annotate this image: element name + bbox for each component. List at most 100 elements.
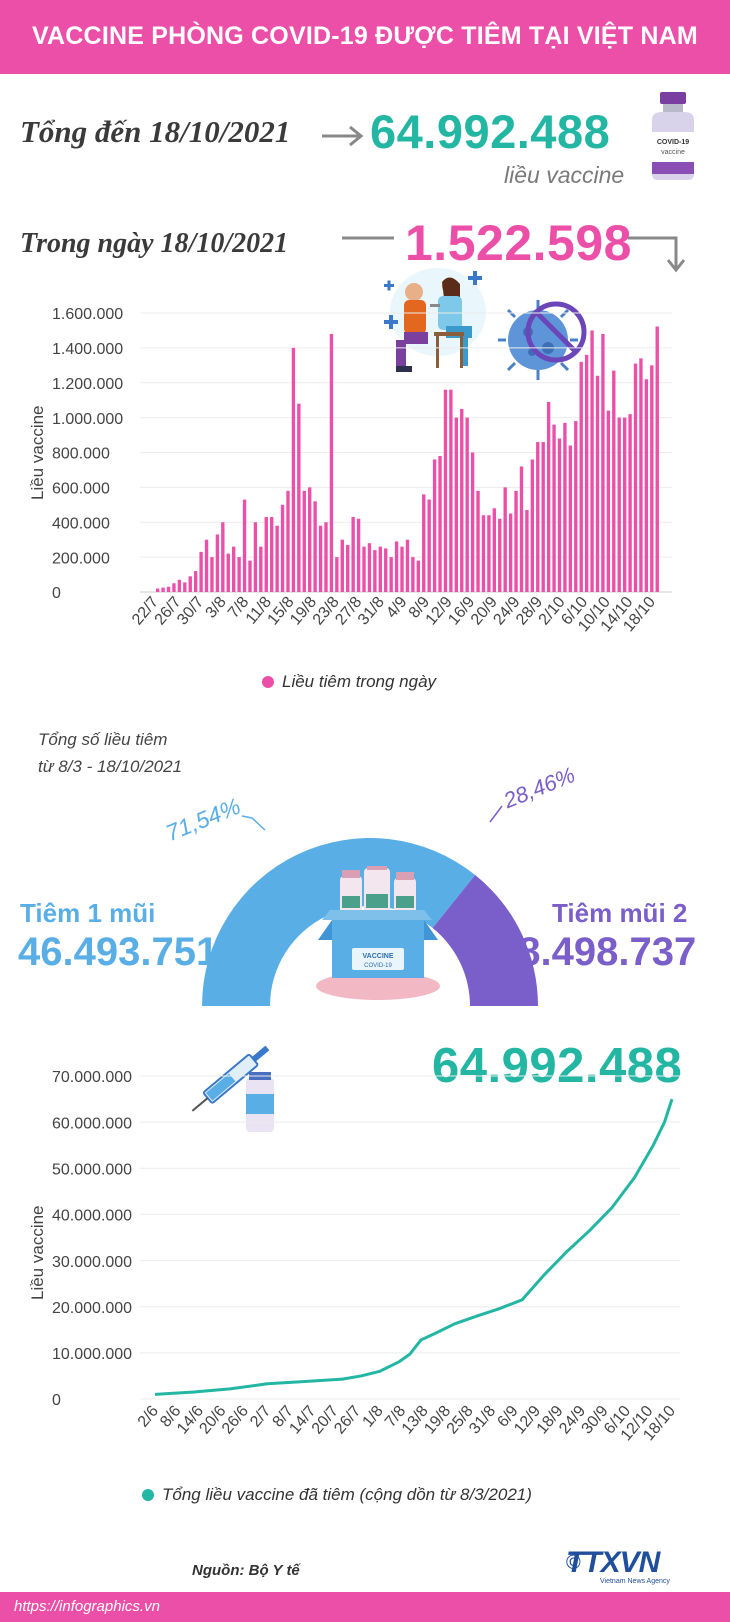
- bar: [166, 586, 171, 592]
- bar: [503, 487, 507, 592]
- bar: [568, 445, 573, 592]
- line-ytick-label: 30.000.000: [52, 1254, 132, 1271]
- syringe-vial-illustration: [191, 1045, 274, 1132]
- bar: [199, 551, 203, 592]
- day-label: Trong ngày 18/10/2021: [20, 228, 289, 259]
- line-xtick-label: 2/7: [247, 1403, 274, 1431]
- vaccine-box-illustration: VACCINE COVID-19: [316, 866, 440, 1000]
- bar: [329, 333, 334, 592]
- bar: [253, 522, 258, 592]
- bar: [405, 539, 410, 592]
- bar: [384, 548, 388, 592]
- bar: [644, 379, 649, 592]
- bar: [177, 579, 182, 592]
- bar: [546, 401, 551, 592]
- cumulative-doses-line-chart: 0 10.000.000 20.000.000 30.000.000 40.000.00…: [52, 1069, 680, 1444]
- bar-ytick-label: 600.000: [52, 481, 110, 498]
- bar: [324, 522, 328, 592]
- bar: [606, 410, 611, 592]
- bar: [155, 588, 160, 592]
- bar: [362, 546, 366, 592]
- line-ytick-label: 50.000.000: [52, 1162, 132, 1179]
- bar: [612, 370, 616, 592]
- bar: [650, 365, 654, 592]
- dose1-leader-line: [241, 815, 266, 831]
- bar: [340, 539, 344, 592]
- bar: [563, 422, 567, 592]
- dose2-leader-line: [489, 805, 503, 823]
- bar: [481, 515, 486, 592]
- bar: [188, 576, 192, 592]
- bar: [487, 515, 491, 592]
- bar: [601, 333, 605, 592]
- bar: [639, 358, 643, 592]
- dose1-label: Tiêm 1 mũi: [20, 898, 156, 928]
- bar: [237, 557, 241, 592]
- line-ytick-label: 70.000.000: [52, 1069, 132, 1086]
- bar: [183, 582, 187, 592]
- day-value: 1.522.598: [405, 215, 632, 271]
- bar: [617, 417, 621, 592]
- bar: [508, 513, 513, 592]
- line-chart-legend: Tổng liều vaccine đã tiêm (cộng dồn từ 8…: [142, 1485, 532, 1505]
- bar: [221, 522, 225, 592]
- bar: [584, 354, 589, 592]
- bar: [449, 389, 453, 592]
- bar-ytick-label: 0: [52, 585, 61, 602]
- total-value: 64.992.488: [370, 105, 611, 158]
- arrow-right-icon: [322, 125, 364, 147]
- virus-prohibited-icon: [498, 300, 587, 380]
- bar: [302, 490, 306, 592]
- bar: [172, 583, 176, 592]
- line-xtick-label: 2/6: [135, 1403, 162, 1431]
- footer-link[interactable]: https://infographics.vn: [14, 1598, 160, 1615]
- donut-caption-line1: Tổng số liều tiêm: [38, 730, 168, 749]
- bar-ytick-label: 200.000: [52, 550, 110, 567]
- bar: [231, 546, 236, 592]
- bar: [259, 546, 263, 592]
- bar: [389, 557, 393, 592]
- line-xtick-label: 1/8: [360, 1403, 387, 1431]
- brand-subtitle: Vietnam News Agency: [600, 1578, 670, 1585]
- bar: [400, 546, 404, 592]
- bar: [346, 544, 350, 592]
- bar: [248, 560, 252, 592]
- vial-label-line1: COVID-19: [657, 139, 689, 146]
- bar-ytick-label: 1.200.000: [52, 376, 123, 393]
- legend-dot-pink: [262, 676, 274, 688]
- bar: [514, 490, 518, 592]
- bar: [313, 501, 317, 592]
- bar: [297, 403, 301, 592]
- bar: [411, 557, 415, 592]
- bar: [519, 466, 524, 592]
- bar: [394, 541, 399, 592]
- bar: [622, 417, 627, 592]
- vaccine-vial-icon: COVID-19 vaccine: [652, 92, 694, 180]
- bar: [476, 490, 480, 592]
- donut-slice: [432, 875, 538, 1006]
- bar: [454, 417, 458, 592]
- legend-dot-teal: [142, 1489, 154, 1501]
- bar-xtick-label: 4/9: [383, 594, 410, 622]
- bar: [460, 408, 464, 592]
- donut-caption-line2: từ 8/3 - 18/10/2021: [38, 757, 183, 776]
- bar: [536, 442, 540, 592]
- daily-doses-bar-chart: 0 200.000 400.000 600.000 800.000 1.000.000 1.…: [52, 306, 672, 635]
- bar-ytick-label: 800.000: [52, 446, 110, 463]
- vial-label-line2: vaccine: [661, 149, 685, 156]
- bar: [378, 546, 382, 592]
- bar: [367, 543, 372, 592]
- bar: [465, 417, 469, 592]
- bar: [275, 525, 279, 592]
- bar: [264, 517, 268, 592]
- bar: [335, 557, 339, 592]
- bar-chart-legend-label: Liều tiêm trong ngày: [282, 672, 437, 691]
- vaccination-illustration: [384, 268, 486, 372]
- bar: [215, 534, 220, 592]
- bar: [427, 499, 431, 592]
- bar: [422, 494, 426, 592]
- bar: [286, 490, 290, 592]
- bar: [574, 421, 578, 592]
- line-ytick-label: 60.000.000: [52, 1115, 132, 1132]
- bar-xtick-label: 3/8: [203, 594, 230, 622]
